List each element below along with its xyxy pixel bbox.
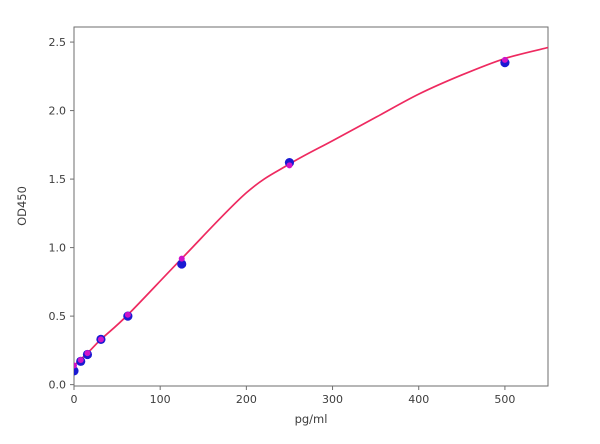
y-tick-label: 2.0 (49, 105, 67, 118)
standard-data-point (74, 366, 79, 376)
fitted-curve-point (501, 56, 508, 63)
fitted-curve-point (84, 350, 91, 357)
y-tick-label: 0.5 (49, 310, 67, 323)
plot-area-border (73, 26, 549, 387)
fitted-curve-point (286, 162, 293, 169)
fitted-curve-point (77, 356, 84, 363)
y-tick-label: 0.0 (49, 379, 67, 392)
y-axis-title: OD450 (15, 186, 29, 226)
x-tick-label: 0 (71, 393, 78, 406)
x-tick-label: 300 (322, 393, 343, 406)
fitted-curve-point (97, 336, 104, 343)
fitted-curve-point (124, 311, 131, 318)
fitted-curve-point (178, 255, 185, 262)
x-tick-label: 500 (494, 393, 515, 406)
y-tick-label: 1.5 (49, 173, 67, 186)
x-axis-title: pg/ml (294, 412, 328, 426)
standard-points-group (74, 58, 510, 376)
fitted-curve-point (74, 362, 77, 369)
x-tick-label: 200 (236, 393, 257, 406)
y-tick-label: 1.0 (49, 242, 67, 255)
x-tick-label: 400 (408, 393, 429, 406)
fitted-points-group (74, 56, 508, 369)
x-tick-label: 100 (150, 393, 171, 406)
standard-data-point (177, 259, 187, 269)
fit-curve-line (74, 46, 548, 367)
y-tick-label: 2.5 (49, 36, 67, 49)
